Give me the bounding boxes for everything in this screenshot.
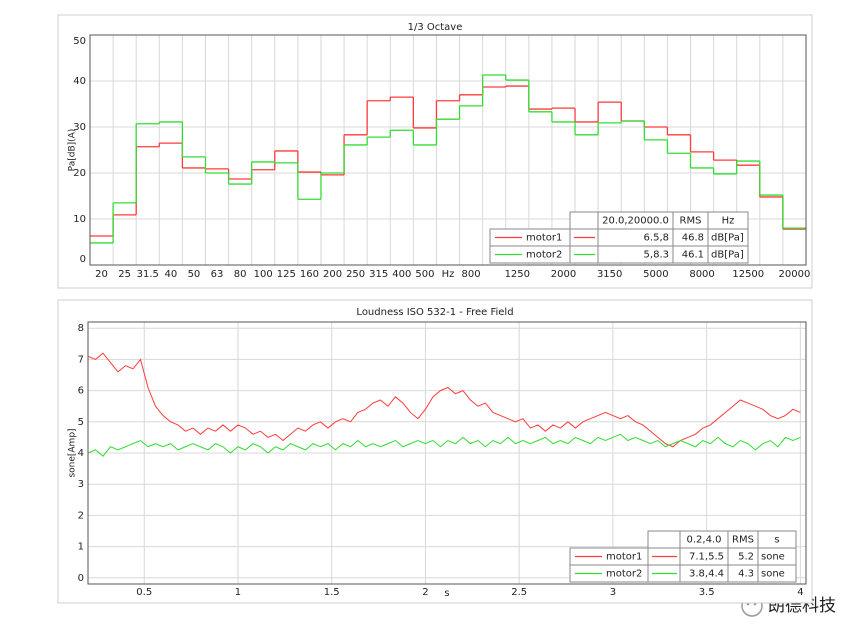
- x-tick-label: 1250: [505, 269, 530, 280]
- x-tick-label: 2: [422, 587, 428, 598]
- legend-label: motor1: [606, 552, 642, 563]
- y-tick-label: 30: [73, 122, 86, 133]
- table-unit: sone: [761, 569, 785, 580]
- y-tick-label: 40: [73, 76, 86, 87]
- x-tick-label: 25: [118, 269, 131, 280]
- x-tick-label: 3150: [597, 269, 622, 280]
- table-header: 0.2,4.0: [687, 535, 722, 546]
- table-header: Hz: [722, 216, 735, 227]
- y-tick-label: 5: [78, 417, 84, 428]
- table-range: 5,8.3: [644, 250, 669, 261]
- table-unit: dB[Pa]: [711, 233, 744, 244]
- table-range: 6.5,8: [644, 233, 669, 244]
- x-tick-label: 315: [369, 269, 388, 280]
- y-tick-label: 2: [78, 510, 84, 521]
- table-header: 20.0,20000.0: [602, 216, 669, 227]
- x-tick-label: 250: [346, 269, 365, 280]
- legend-label: motor1: [526, 233, 562, 244]
- legend-label: motor2: [606, 569, 642, 580]
- x-tick-label: 100: [254, 269, 273, 280]
- table-range: 7.1,5.5: [689, 552, 724, 563]
- y-tick-label: 7: [78, 354, 84, 365]
- table-rms: 5.2: [738, 552, 754, 563]
- x-tick-label: 2000: [551, 269, 576, 280]
- stats-table: [569, 211, 749, 264]
- x-tick-label: 31.5: [137, 269, 159, 280]
- y-tick-label: 8: [78, 323, 84, 334]
- plot-frame: [87, 321, 807, 585]
- x-tick-label: 2.5: [511, 587, 527, 598]
- x-tick-label: 80: [234, 269, 247, 280]
- series-line: [87, 352, 801, 448]
- x-tick-label: 40: [164, 269, 177, 280]
- table-header: s: [774, 535, 779, 546]
- x-tick-label: 500: [415, 269, 434, 280]
- table-rms: 4.3: [738, 569, 754, 580]
- x-tick-label: 1.5: [324, 587, 340, 598]
- x-tick-label: 12500: [732, 269, 764, 280]
- table-header: RMS: [680, 216, 702, 227]
- x-tick-label: 125: [277, 269, 296, 280]
- y-tick-label: 0: [80, 254, 86, 265]
- x-axis-label: s: [444, 588, 449, 599]
- x-tick-label: 5000: [643, 269, 668, 280]
- chart-title: Loudness ISO 532-1 - Free Field: [356, 307, 513, 318]
- plot-frame: [89, 34, 807, 266]
- y-tick-label: 10: [73, 214, 86, 225]
- y-tick-label: 4: [78, 448, 84, 459]
- x-tick-label: 160: [300, 269, 319, 280]
- table-unit: dB[Pa]: [711, 250, 744, 261]
- x-tick-label: 800: [462, 269, 481, 280]
- x-tick-label: 3: [610, 587, 616, 598]
- table-unit: sone: [761, 552, 785, 563]
- y-axis-label: sone[Amp]: [68, 428, 78, 477]
- y-tick-label: 3: [78, 479, 84, 490]
- x-tick-label: 20: [95, 269, 108, 280]
- chart-title: 1/3 Octave: [408, 22, 463, 33]
- x-tick-label: 8000: [689, 269, 714, 280]
- y-tick-label: 50: [73, 36, 86, 47]
- y-tick-label: 1: [78, 542, 84, 553]
- table-header: RMS: [732, 535, 754, 546]
- x-tick-label: 400: [392, 269, 411, 280]
- table-rms: 46.8: [682, 233, 704, 244]
- legend-label: motor2: [526, 250, 562, 261]
- x-axis-label: Hz: [442, 269, 455, 280]
- table-rms: 46.1: [682, 250, 704, 261]
- x-tick-label: 200: [323, 269, 342, 280]
- y-tick-label: 20: [73, 168, 86, 179]
- x-tick-label: 1: [235, 587, 241, 598]
- x-tick-label: 63: [211, 269, 224, 280]
- x-tick-label: 50: [188, 269, 201, 280]
- y-tick-label: 6: [78, 386, 84, 397]
- table-range: 3.8,4.4: [689, 569, 724, 580]
- x-tick-label: 4: [797, 587, 803, 598]
- series-line: [87, 433, 801, 457]
- x-tick-label: 3.5: [699, 587, 715, 598]
- x-tick-label: 20000: [779, 269, 811, 280]
- y-tick-label: 0: [78, 573, 84, 584]
- x-tick-label: 0.5: [136, 587, 152, 598]
- y-axis-label: Pa[dB](A): [68, 129, 78, 172]
